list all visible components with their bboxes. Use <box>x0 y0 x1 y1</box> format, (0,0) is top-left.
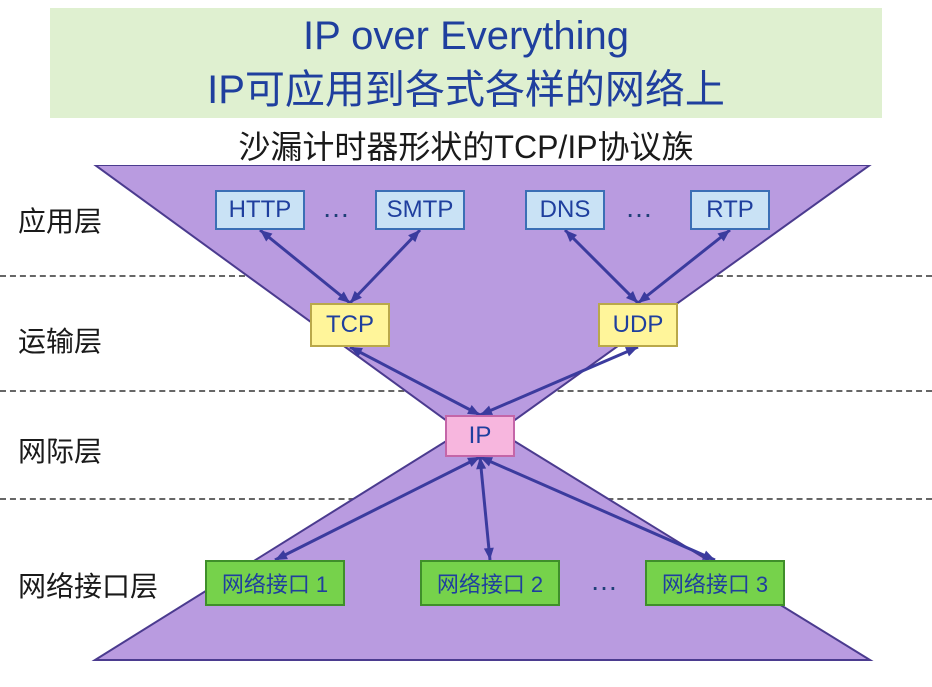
node-smtp: SMTP <box>375 190 465 230</box>
node-if3: 网络接口 3 <box>645 560 785 606</box>
node-tcp: TCP <box>310 303 390 347</box>
header-line-1: IP over Everything <box>303 9 629 63</box>
node-udp: UDP <box>598 303 678 347</box>
node-ip: IP <box>445 415 515 457</box>
ellipsis-link: … <box>590 565 618 597</box>
node-http: HTTP <box>215 190 305 230</box>
node-if1: 网络接口 1 <box>205 560 345 606</box>
ellipsis-app: … <box>322 192 350 224</box>
header-band: IP over Everything IP可应用到各式各样的网络上 <box>50 8 882 118</box>
node-rtp: RTP <box>690 190 770 230</box>
ellipsis-app: … <box>625 192 653 224</box>
node-if2: 网络接口 2 <box>420 560 560 606</box>
node-dns: DNS <box>525 190 605 230</box>
header-line-2: IP可应用到各式各样的网络上 <box>207 63 725 117</box>
subtitle: 沙漏计时器形状的TCP/IP协议族 <box>0 122 932 168</box>
hourglass-diagram: HTTP SMTP DNS RTP … … TCP UDP IP 网络接口 1 网络接口 2 网络接口… <box>0 165 932 687</box>
